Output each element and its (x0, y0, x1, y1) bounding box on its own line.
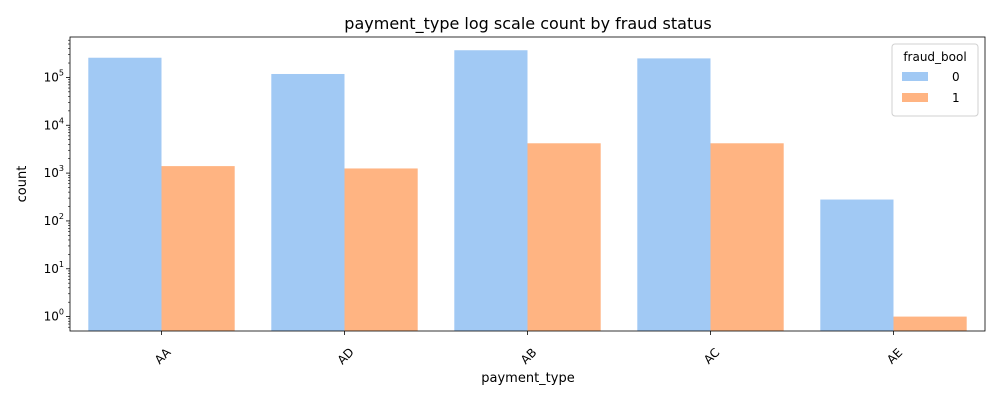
y-tick-label: 104 (44, 116, 64, 132)
bar-AE-0 (820, 199, 894, 331)
x-tick-label: AD (335, 345, 357, 367)
y-tick-exponent: 5 (59, 68, 64, 77)
bar-AC-0 (637, 58, 711, 331)
bar-AB-0 (454, 50, 528, 332)
y-tick-label: 100 (44, 308, 64, 324)
legend-label-0: 0 (952, 70, 960, 84)
bar-AA-1 (161, 166, 235, 331)
bar-AB-1 (527, 143, 601, 331)
y-tick-exponent: 4 (59, 116, 64, 125)
y-tick-base: 10 (44, 310, 59, 324)
bar-AC-1 (710, 143, 784, 331)
y-tick-label: 105 (44, 68, 64, 84)
bar-AE-1 (893, 316, 967, 331)
legend: fraud_bool 0 1 (891, 43, 979, 117)
y-tick-base: 10 (44, 214, 59, 228)
y-tick-label: 101 (44, 260, 64, 276)
bars-group (88, 50, 967, 332)
y-tick-base: 10 (44, 118, 59, 132)
y-tick-exponent: 0 (59, 308, 64, 317)
chart-title: payment_type log scale count by fraud st… (344, 14, 711, 34)
x-tick-label: AC (701, 345, 722, 366)
bar-AA-0 (88, 57, 162, 331)
legend-swatch-0 (902, 72, 928, 81)
x-axis-label: payment_type (481, 371, 574, 386)
y-tick-exponent: 3 (59, 164, 64, 173)
legend-label-1: 1 (952, 91, 960, 105)
bar-AD-0 (271, 73, 345, 331)
legend-title: fraud_bool (903, 50, 966, 64)
y-tick-base: 10 (44, 166, 59, 180)
x-tick-label: AE (884, 346, 905, 367)
y-tick-label: 103 (44, 164, 64, 180)
y-tick-label: 102 (44, 212, 64, 228)
x-tick-label: AB (518, 345, 540, 367)
y-tick-exponent: 1 (59, 260, 64, 269)
y-tick-exponent: 2 (59, 212, 64, 221)
y-axis-label: count (15, 166, 30, 203)
legend-swatch-1 (902, 93, 928, 102)
bar-AD-1 (344, 168, 418, 331)
y-tick-base: 10 (44, 70, 59, 84)
x-tick-label: AA (152, 345, 174, 367)
x-axis: AA AD AB AC AE (152, 331, 905, 367)
y-tick-base: 10 (44, 262, 59, 276)
